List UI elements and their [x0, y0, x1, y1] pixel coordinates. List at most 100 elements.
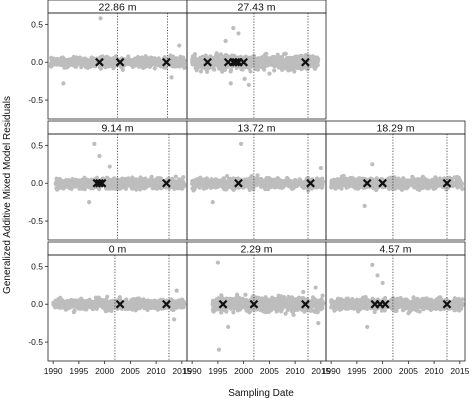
residual-point — [308, 308, 313, 313]
residual-point — [64, 61, 69, 66]
residual-point — [83, 64, 88, 69]
residual-point — [370, 177, 375, 183]
residual-point — [105, 308, 110, 313]
residual-point — [151, 58, 156, 63]
residual-point — [59, 305, 64, 310]
outlier-point — [174, 288, 179, 293]
residual-point — [279, 67, 285, 72]
residual-point — [143, 184, 149, 189]
panel-title: 18.29 m — [377, 123, 415, 135]
residual-point — [77, 304, 82, 310]
residual-point — [94, 302, 100, 307]
residual-point — [143, 54, 148, 59]
residual-point — [196, 63, 201, 68]
outlier-point — [107, 164, 112, 169]
residual-point — [418, 183, 423, 188]
residual-point — [243, 292, 248, 297]
residual-point — [275, 52, 280, 57]
residual-point — [353, 182, 358, 187]
residual-point — [80, 183, 85, 188]
y-tick-label: 0.5 — [31, 19, 43, 29]
residual-point — [391, 175, 396, 180]
residual-point — [67, 61, 72, 66]
residual-point — [254, 307, 260, 312]
cross-marker — [231, 57, 241, 67]
residual-point — [312, 58, 317, 63]
residual-point — [309, 54, 314, 59]
outlier-point — [210, 200, 215, 205]
residual-point — [334, 181, 339, 186]
panels: 22.86 m-0.50.00.527.43 m9.14 m-0.50.00.5… — [28, 0, 466, 362]
residual-point — [102, 299, 107, 304]
residual-point — [69, 186, 74, 191]
residual-point — [266, 56, 271, 61]
panel-plot: -0.50.00.5 — [28, 133, 188, 241]
residual-point — [276, 61, 281, 66]
residual-point — [107, 186, 112, 191]
residual-point — [309, 60, 314, 66]
residual-point — [385, 183, 390, 189]
residual-point — [168, 53, 173, 58]
residual-point — [255, 173, 260, 178]
residual-point — [148, 181, 154, 186]
residual-point — [371, 186, 376, 191]
residual-point — [64, 301, 69, 306]
panel: 18.29 m — [325, 120, 466, 241]
residual-point — [60, 183, 65, 188]
y-tick-label: 0.0 — [31, 178, 43, 188]
residual-point — [252, 62, 257, 67]
residual-point — [107, 305, 112, 310]
residual-point — [438, 181, 443, 186]
residual-point — [399, 187, 404, 192]
cross-marker — [95, 178, 104, 188]
cross-marker — [301, 57, 310, 67]
outlier-point — [362, 203, 367, 209]
residual-point — [75, 58, 80, 63]
residual-point — [284, 175, 290, 181]
residual-point — [224, 309, 229, 314]
y-tick-label: 0.5 — [31, 261, 43, 271]
residual-point — [283, 311, 288, 316]
residual-point — [291, 312, 296, 318]
cross-marker — [115, 299, 125, 309]
residual-point — [249, 56, 254, 62]
residual-point — [329, 178, 334, 183]
panel-plot: -0.50.00.5 — [28, 254, 188, 362]
residual-point — [242, 181, 247, 187]
residual-point — [233, 296, 238, 301]
residual-point — [54, 303, 60, 308]
residual-point — [427, 181, 432, 186]
residual-point — [49, 57, 54, 62]
residual-point — [306, 175, 311, 181]
residual-point — [452, 175, 457, 180]
residual-point — [295, 58, 300, 63]
residual-point — [211, 178, 216, 183]
residual-point — [142, 300, 147, 305]
residual-point — [152, 66, 157, 71]
points — [48, 16, 187, 86]
residual-point — [270, 295, 275, 300]
residual-point — [222, 67, 227, 72]
residual-point — [222, 187, 227, 192]
residual-point — [85, 301, 90, 306]
residual-point — [297, 298, 302, 303]
residual-point — [82, 175, 87, 180]
residual-point — [405, 183, 410, 188]
residual-point — [247, 66, 252, 71]
residual-point — [266, 177, 271, 182]
residual-point — [169, 302, 174, 307]
residual-point — [235, 308, 241, 313]
panel: 2.29 m — [186, 241, 327, 362]
residual-point — [51, 302, 56, 307]
residual-point — [300, 181, 305, 186]
residual-point — [216, 178, 222, 184]
points — [51, 288, 187, 322]
residual-point — [111, 59, 117, 64]
residual-point — [318, 306, 323, 312]
residual-point — [410, 174, 415, 179]
residual-point — [421, 184, 426, 189]
residual-point — [93, 295, 99, 300]
outlier-point — [318, 165, 323, 171]
residual-point — [359, 181, 365, 186]
